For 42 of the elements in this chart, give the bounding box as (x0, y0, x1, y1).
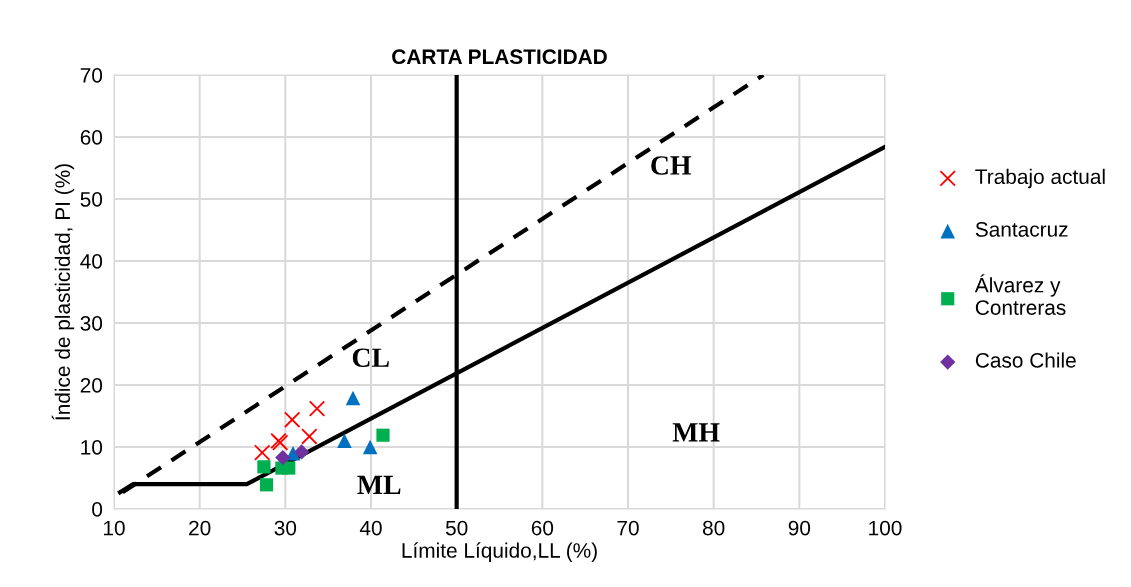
x-tick-label: 70 (617, 520, 639, 536)
y-axis-title: Índice de plasticidad, PI (%) (51, 164, 75, 420)
legend-label: Álvarez y Contreras (974, 274, 1066, 315)
x-tick-label: 20 (189, 520, 211, 536)
y-tick-label: 50 (80, 192, 103, 207)
x-tick-label: 10 (104, 520, 125, 536)
y-tick-label: 70 (80, 68, 103, 83)
point (259, 478, 274, 492)
x-tick-label: 60 (531, 520, 554, 536)
annotation: CL (352, 348, 389, 368)
legend-label: Santacruz (975, 222, 1068, 237)
point (283, 411, 301, 428)
x-axis-title: Límite Líquido,LL (%) (402, 542, 597, 562)
point (345, 390, 361, 406)
y-tick-label: 0 (92, 502, 103, 517)
point (257, 460, 271, 474)
point (254, 444, 271, 461)
y-tick-label: 10 (81, 440, 103, 455)
x-tick-label: 90 (788, 520, 811, 536)
x-tick-label: 80 (702, 520, 725, 536)
x-tick-label: 30 (274, 520, 297, 536)
x-tick-label: 100 (869, 520, 902, 536)
y-tick-label: 20 (80, 378, 103, 393)
point (282, 461, 296, 475)
point (362, 439, 378, 455)
annotation: MH (672, 423, 720, 442)
x-tick-label: 50 (445, 520, 468, 536)
point (337, 433, 352, 449)
y-tick-label: 60 (80, 130, 103, 145)
point (376, 428, 390, 442)
legend-label: Trabajo actual (975, 168, 1105, 189)
annotation: ML (357, 475, 401, 494)
y-tick-label: 30 (80, 316, 103, 331)
y-tick-label: 40 (80, 254, 103, 269)
annotation: CH (651, 156, 692, 175)
point (308, 400, 326, 417)
legend-label: Caso Chile (975, 352, 1076, 368)
chart-title: CARTA PLASTICIDAD (392, 49, 607, 65)
point (275, 449, 291, 466)
point (301, 428, 318, 445)
point (294, 444, 310, 460)
x-tick-label: 40 (359, 520, 382, 536)
